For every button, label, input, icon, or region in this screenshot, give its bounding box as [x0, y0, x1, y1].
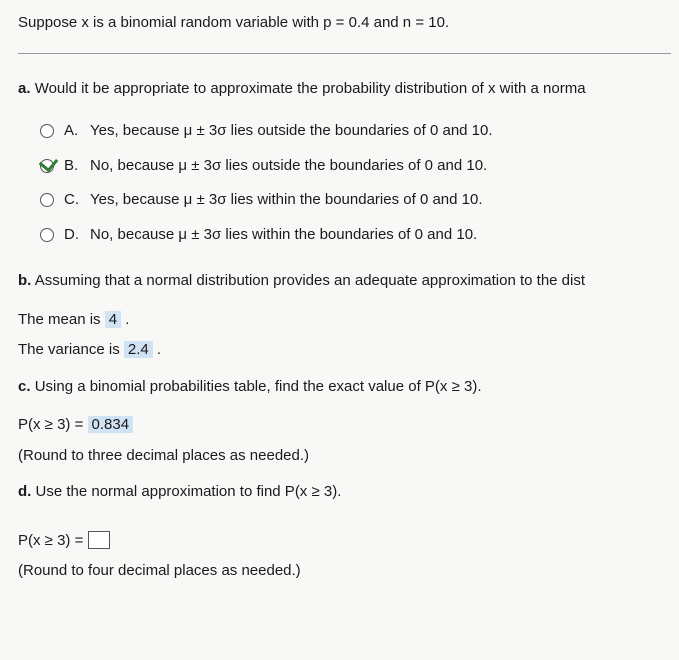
mean-suffix: .	[121, 311, 129, 328]
problem-header: Suppose x is a binomial random variable …	[18, 12, 671, 35]
part-d-result: P(x ≥ 3) =	[18, 530, 671, 553]
part-c-question: c. Using a binomial probabilities table,…	[18, 376, 671, 399]
variance-suffix: .	[153, 341, 161, 358]
radio-c[interactable]	[40, 193, 54, 207]
option-letter: A.	[64, 120, 82, 143]
part-d-label: d.	[18, 483, 31, 500]
option-letter: C.	[64, 189, 82, 212]
option-row: C. Yes, because μ ± 3σ lies within the b…	[40, 189, 671, 212]
mean-value: 4	[105, 311, 121, 328]
mean-line: The mean is 4 .	[18, 309, 671, 332]
part-d-text: Use the normal approximation to find P(x…	[36, 483, 342, 500]
option-letter: D.	[64, 224, 82, 247]
option-row: D. No, because μ ± 3σ lies within the bo…	[40, 224, 671, 247]
variance-prefix: The variance is	[18, 341, 124, 358]
radio-d[interactable]	[40, 228, 54, 242]
part-c-result: P(x ≥ 3) = 0.834	[18, 414, 671, 437]
part-a-text: Would it be appropriate to approximate t…	[35, 80, 586, 97]
part-a-question: a. Would it be appropriate to approximat…	[18, 78, 671, 101]
option-text: Yes, because μ ± 3σ lies outside the bou…	[90, 120, 671, 143]
answer-input[interactable]	[88, 531, 110, 549]
part-c-label: c.	[18, 378, 31, 395]
option-row: B. No, because μ ± 3σ lies outside the b…	[40, 155, 671, 178]
part-d-round-note: (Round to four decimal places as needed.…	[18, 560, 671, 583]
part-c-text: Using a binomial probabilities table, fi…	[35, 378, 482, 395]
option-row: A. Yes, because μ ± 3σ lies outside the …	[40, 120, 671, 143]
part-b-text: Assuming that a normal distribution prov…	[35, 272, 585, 289]
option-text: No, because μ ± 3σ lies within the bound…	[90, 224, 671, 247]
part-c-result-prefix: P(x ≥ 3) =	[18, 416, 88, 433]
variance-value: 2.4	[124, 341, 153, 358]
option-text: No, because μ ± 3σ lies outside the boun…	[90, 155, 671, 178]
part-b-question: b. Assuming that a normal distribution p…	[18, 270, 671, 293]
part-c-result-value: 0.834	[88, 416, 134, 433]
part-d-result-prefix: P(x ≥ 3) =	[18, 532, 88, 549]
radio-a[interactable]	[40, 124, 54, 138]
divider	[18, 53, 671, 54]
part-b-label: b.	[18, 272, 31, 289]
variance-line: The variance is 2.4 .	[18, 339, 671, 362]
radio-b[interactable]	[40, 159, 54, 173]
part-a-label: a.	[18, 80, 31, 97]
mean-prefix: The mean is	[18, 311, 105, 328]
part-d-question: d. Use the normal approximation to find …	[18, 481, 671, 504]
part-a-options: A. Yes, because μ ± 3σ lies outside the …	[40, 120, 671, 246]
option-text: Yes, because μ ± 3σ lies within the boun…	[90, 189, 671, 212]
part-c-round-note: (Round to three decimal places as needed…	[18, 445, 671, 468]
option-letter: B.	[64, 155, 82, 178]
